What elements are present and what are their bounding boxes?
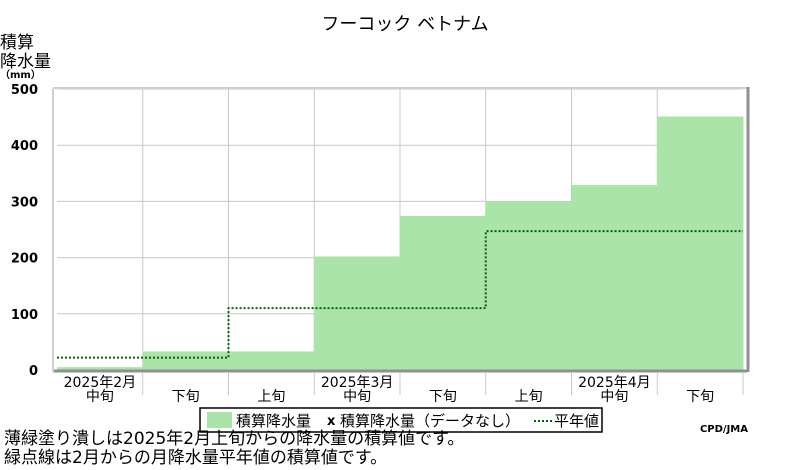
normal-value-path	[57, 230, 743, 359]
y-tick-label-4: 400	[11, 139, 38, 154]
x-period-label-7: 下旬	[686, 389, 714, 405]
y-tick-labels: 0 100 200 300 400 500	[11, 83, 38, 379]
legend-label-nodata: 積算降水量（データなし）	[340, 412, 520, 430]
footnote-dotted: 緑点線は2月からの月降水量平年値の積算値です。	[4, 448, 388, 468]
area-step-3	[314, 256, 401, 370]
legend: 積算降水量 x 積算降水量（データなし） 平年値	[199, 407, 603, 433]
credit-label: CPD/JMA	[700, 424, 748, 435]
area-step-1	[142, 351, 229, 370]
x-month-label-1: 2025年3月	[321, 375, 394, 391]
x-month-label-0: 2025年2月	[64, 375, 137, 391]
legend-swatch-area	[207, 412, 232, 428]
area-step-5	[485, 201, 572, 370]
area-step-7	[657, 116, 744, 371]
y-tick-label-3: 300	[11, 195, 38, 210]
y-axis-label-line-2: 降水量	[0, 52, 51, 72]
x-period-label-2: 上旬	[257, 389, 285, 405]
accumulated-precipitation-area	[57, 116, 744, 371]
normal-value-line	[57, 230, 743, 359]
x-month-label-2: 2025年4月	[578, 375, 651, 391]
x-period-label-4: 下旬	[429, 389, 457, 405]
legend-marker-nodata: x	[327, 414, 336, 429]
area-step-6	[571, 185, 658, 370]
area-step-2	[228, 351, 315, 370]
x-period-label-6: 中旬	[600, 389, 628, 405]
y-axis-label-line-1: 積算	[0, 33, 34, 53]
y-tick-label-1: 100	[11, 308, 38, 323]
y-tick-label-2: 200	[11, 252, 38, 267]
chart-title: フーコック ベトナム	[321, 14, 488, 35]
footnote-fill: 薄緑塗り潰しは2025年2月上旬からの降水量の積算値です。	[4, 429, 465, 449]
plot-frame	[52, 87, 750, 373]
legend-label-area: 積算降水量	[236, 412, 311, 430]
x-period-label-3: 中旬	[343, 389, 371, 405]
area-step-0	[57, 367, 144, 370]
y-tick-label-0: 0	[29, 364, 38, 379]
x-period-label-1: 下旬	[172, 389, 200, 405]
footnotes: 薄緑塗り潰しは2025年2月上旬からの降水量の積算値です。 緑点線は2月からの月…	[4, 430, 464, 468]
y-tick-label-5: 500	[11, 83, 38, 98]
y-axis-label-unit: （mm）	[0, 68, 41, 81]
legend-label-normal: 平年値	[554, 412, 599, 430]
x-period-label-5: 上旬	[515, 389, 543, 405]
x-period-labels: 中旬 下旬 上旬 中旬 下旬 上旬 中旬 下旬 2025年2月 2025年3月 2025年4月	[64, 372, 744, 405]
area-step-4	[400, 216, 487, 370]
x-period-label-0: 中旬	[86, 389, 114, 405]
